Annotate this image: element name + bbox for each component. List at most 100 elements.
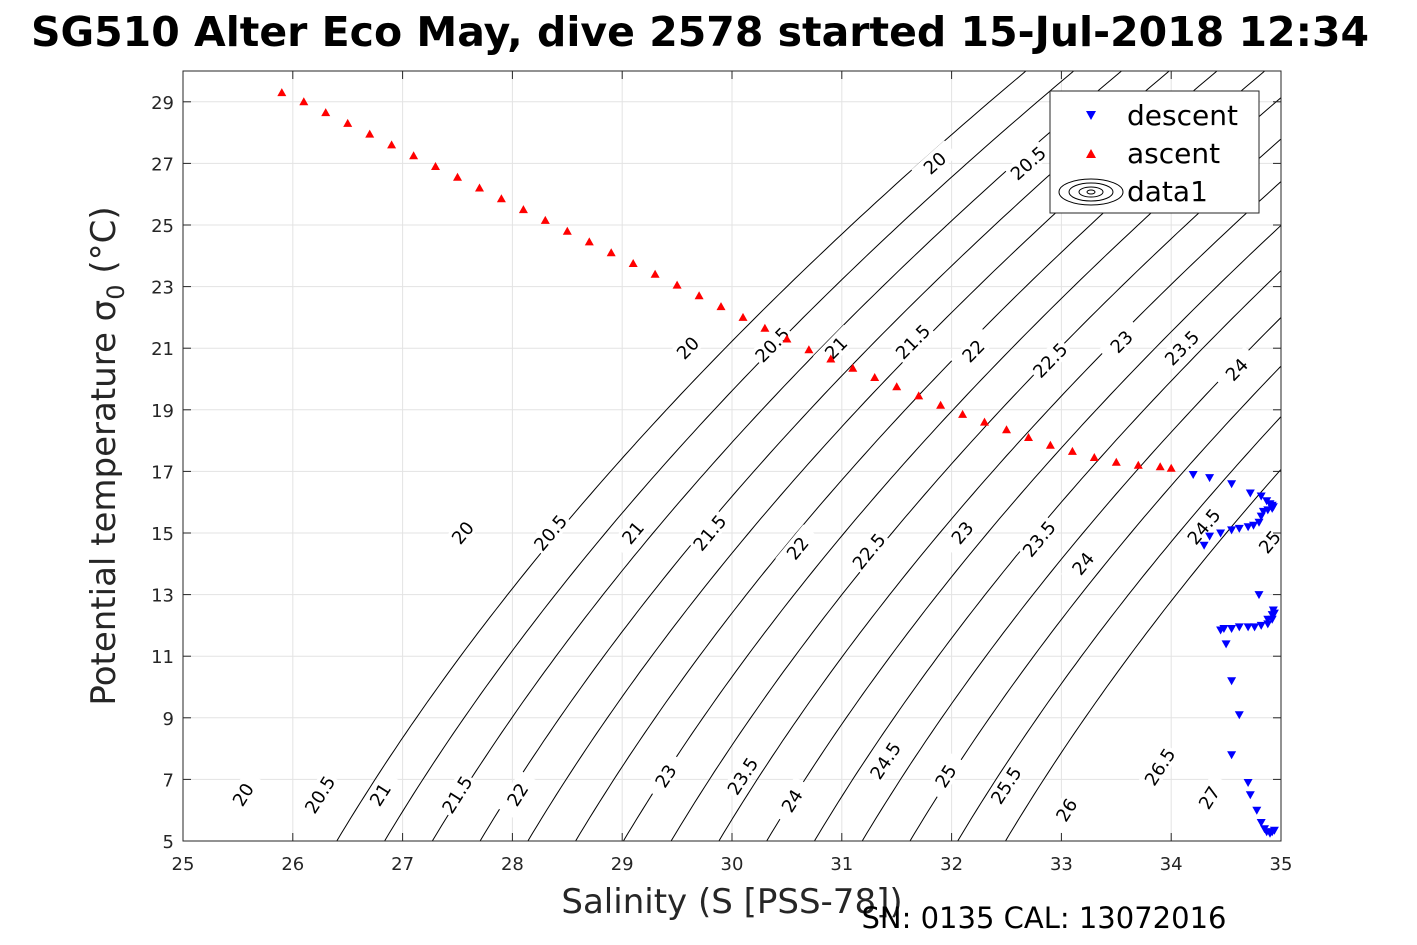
descent-point <box>1234 524 1244 533</box>
ascent-point <box>892 382 902 391</box>
ascent-point <box>1166 463 1176 472</box>
ascent-point <box>694 291 704 300</box>
legend-box <box>1049 90 1260 214</box>
legend-data1-label: data1 <box>1127 175 1208 208</box>
ascent-point <box>826 354 836 363</box>
descent-point <box>1256 492 1266 501</box>
descent-point <box>1188 471 1198 479</box>
ascent-point <box>277 88 287 97</box>
contour-label-bg <box>1213 346 1259 392</box>
y-tick-label: 7 <box>163 770 174 791</box>
contour-line <box>718 180 1281 841</box>
y-tick-label: 15 <box>151 524 174 545</box>
contour-label-bg <box>950 327 996 374</box>
ascent-point <box>1155 462 1165 471</box>
x-tick-label: 35 <box>1270 854 1293 875</box>
x-axis-label: Salinity (S [PSS-78]) <box>561 882 902 922</box>
ascent-point <box>980 417 989 426</box>
descent-point <box>1254 591 1264 600</box>
contour-label-bg <box>299 770 340 819</box>
contour-label-bg <box>440 509 485 556</box>
ascent-point <box>475 183 484 192</box>
contour-label-bg <box>940 509 984 556</box>
descent-point <box>1243 523 1253 532</box>
y-tick-label: 21 <box>151 339 174 360</box>
contour-label-bg <box>749 321 795 368</box>
contour-line <box>1004 468 1281 841</box>
ascent-point <box>628 259 638 267</box>
descent-point <box>1252 806 1262 815</box>
y-axis-label-main: Potential temperature σ <box>84 300 124 706</box>
contour-label-bg <box>222 770 263 819</box>
descent-point <box>1227 751 1237 760</box>
contour-label-bg <box>664 324 710 371</box>
descent-point <box>1227 526 1237 535</box>
contour-line <box>766 224 1281 841</box>
contour-line <box>479 71 1170 841</box>
y-tick-label: 5 <box>163 832 174 853</box>
y-tick-label: 29 <box>151 93 174 114</box>
descent-point <box>1250 623 1260 632</box>
x-tick-label: 31 <box>830 854 853 875</box>
descent-point <box>1227 677 1237 686</box>
legend: descent ascent data1 <box>1049 90 1260 214</box>
x-axis-ticks: 25 26 27 28 29 30 31 32 33 34 35 <box>172 71 1293 875</box>
y-tick-label: 19 <box>151 401 174 422</box>
y-tick-label: 27 <box>151 154 174 175</box>
contour-label-bg <box>644 751 686 800</box>
contour-label-bg <box>1060 539 1105 587</box>
descent-point <box>1243 779 1253 787</box>
x-tick-label: 25 <box>172 854 195 875</box>
y-tick-label: 13 <box>151 586 174 607</box>
descent-point <box>1234 711 1244 720</box>
contour-label-bg <box>1188 773 1229 822</box>
descent-point <box>1245 489 1255 498</box>
contour-line <box>909 365 1281 841</box>
contour-label-bg <box>889 318 936 365</box>
descent-point <box>1245 791 1255 800</box>
descent-point <box>1256 621 1266 630</box>
y-tick-label: 17 <box>151 462 174 483</box>
contour-label-bg <box>1158 324 1205 371</box>
legend-ascent-marker <box>1086 149 1096 158</box>
descent-point <box>1221 640 1231 649</box>
x-tick-label: 28 <box>501 854 524 875</box>
contour-line <box>957 415 1281 841</box>
descent-series <box>1188 471 1279 838</box>
contour-line <box>336 71 1027 841</box>
contour-label-bg <box>864 736 906 785</box>
contour-label-bg <box>1138 742 1180 791</box>
ascent-point <box>343 118 353 127</box>
y-tick-label: 11 <box>151 647 174 668</box>
ascent-point <box>299 97 309 106</box>
x-tick-label: 32 <box>940 854 963 875</box>
ascent-point <box>650 269 660 278</box>
descent-point <box>1267 615 1277 624</box>
descent-point <box>1254 518 1264 527</box>
legend-contour-icon <box>1058 178 1124 206</box>
ascent-point <box>562 226 572 235</box>
contour-label-bg <box>1098 318 1144 365</box>
y-axis-label-subscript: 0 <box>102 284 130 299</box>
ascent-point <box>321 108 331 117</box>
ascent-point <box>672 280 682 289</box>
descent-point <box>1256 819 1266 827</box>
descent-point <box>1205 474 1215 483</box>
ascent-point <box>409 151 419 160</box>
contour-label-bg <box>687 509 732 556</box>
contour-label-bg <box>1045 785 1087 834</box>
contour-label-bg <box>813 324 859 371</box>
contour-line <box>384 71 1075 841</box>
ascent-point <box>914 391 924 400</box>
contour-label-bg <box>359 770 401 819</box>
ascent-point <box>1067 446 1077 455</box>
ascent-point <box>387 140 397 149</box>
contour-label-bg <box>528 509 572 556</box>
ascent-point <box>848 363 858 372</box>
contour-line <box>431 71 1123 841</box>
ascent-point <box>738 312 748 321</box>
legend-descent-marker <box>1086 111 1096 120</box>
contour-label-bg <box>1027 337 1073 383</box>
